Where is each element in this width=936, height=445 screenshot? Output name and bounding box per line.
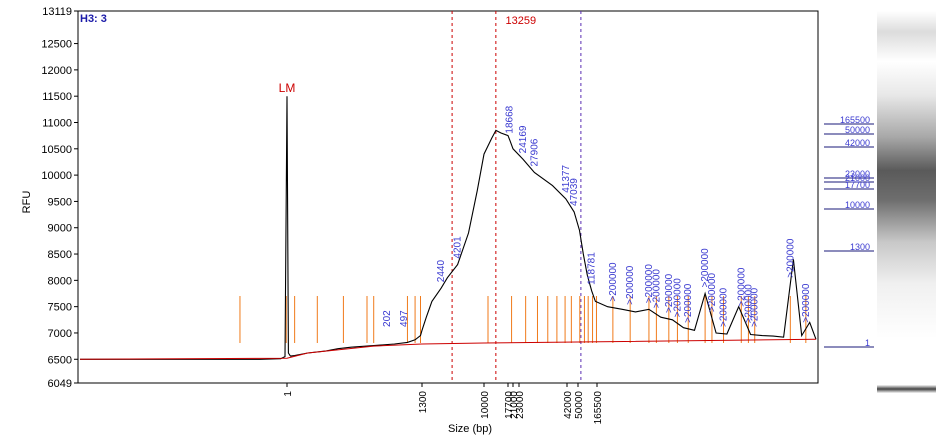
y-tick-label: 10000 [41,170,72,182]
peak-label: >200000 [683,283,694,323]
y-tick-label: 7500 [48,302,72,314]
y-tick-label: 6500 [48,354,72,366]
gel-ladder-label: 1 [865,338,870,348]
peak-label: >200000 [750,287,761,327]
gel-ladder-label: 1300 [850,242,870,252]
gel-lane [877,11,936,431]
x-tick-label: 10000 [480,391,491,419]
series-layer: LM [79,81,817,360]
y-tick-label: 6049 [48,378,72,390]
y-axis-label: RFU [21,191,33,214]
y-tick-label: 11500 [42,91,72,103]
panel-label: H3: 3 [80,13,107,25]
y-tick-label: 7000 [48,328,72,340]
peak-label: 18668 [505,105,516,133]
x-tick-label: 1300 [418,391,429,414]
gel-ladder-label: 165500 [840,115,870,125]
y-tick-label: 13119 [42,6,72,18]
peak-ticks [239,296,807,343]
x-tick-label: 21000 [509,391,520,419]
marker-lines: 13259 [451,11,582,383]
peak-label: 118781 [587,252,598,285]
peak-label: 497 [399,310,410,327]
y-tick-label: 10500 [41,144,72,156]
peak-label: >200000 [700,248,711,288]
plot-area [77,10,819,384]
peak-label: >200000 [651,269,662,309]
gel-ladder-label: 17700 [845,180,870,190]
x-tick-label: 165500 [593,391,604,425]
peak-label: 202 [382,310,393,327]
peak-label: 24169 [518,125,529,153]
y-tick-label: 11000 [42,117,72,129]
peak-label: >200000 [707,272,718,312]
gel-ladder-label: 21000 [845,173,870,183]
peak-label: 2440 [436,260,447,283]
y-tick-label: 9000 [48,223,72,235]
peak-label: >200000 [743,284,754,324]
peak-label: >200000 [644,264,655,304]
peak-label: >200000 [785,238,796,278]
x-tick-label: 50000 [574,391,585,419]
x-tick-label: 42000 [563,391,574,419]
peak-label: >200000 [608,262,619,302]
gel-ladder-label: 50000 [845,125,870,135]
peak-label: >200000 [664,273,675,313]
peak-label: 4201 [453,236,464,259]
y-tick-label: 12000 [41,65,72,77]
y-tick-label: 8000 [48,275,72,287]
gel-ladder-label: 10000 [845,200,870,210]
y-tick-label: 12500 [41,39,72,51]
y-tick-label: 9500 [48,196,72,208]
peak-label: 47039 [569,178,580,206]
x-tick-label: 1 [283,391,294,397]
peak-label: >200000 [672,278,683,318]
peak-label: >200000 [625,265,636,305]
peak-label: >200000 [736,267,747,307]
x-tick-label: 17700 [504,391,515,419]
baseline-trace [79,338,817,360]
peak-label: 27906 [529,138,540,166]
marker-line-label: 13259 [506,15,537,27]
x-axis-label: Size (bp) [448,423,492,435]
y-axis: 13119 12500 12000 11500 11000 10500 10000 9500 9… [41,6,78,390]
gel-ladder-label: 23000 [845,169,870,179]
gel-ladder-label: 42000 [845,138,870,148]
x-tick-label: 23000 [515,391,526,419]
lower-marker-label: LM [279,81,296,95]
peak-label: >200000 [719,287,730,327]
y-tick-label: 8500 [48,249,72,261]
peak-label: 41377 [561,165,572,193]
peak-label: >200000 [801,283,812,323]
